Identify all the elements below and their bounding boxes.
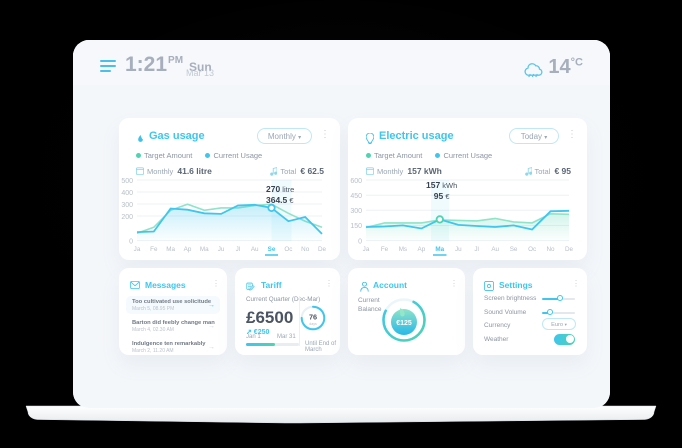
svg-text:Au: Au (251, 246, 259, 253)
svg-text:Ap: Ap (418, 246, 426, 253)
svg-text:Ju: Ju (455, 246, 462, 253)
svg-text:500: 500 (121, 178, 133, 185)
svg-text:450: 450 (350, 193, 362, 200)
svg-text:days: days (309, 322, 317, 326)
svg-text:Au: Au (491, 246, 499, 253)
svg-text:De: De (318, 246, 327, 253)
svg-text:Oc: Oc (528, 246, 536, 253)
svg-text:Se: Se (510, 246, 518, 253)
svg-text:Se: Se (268, 246, 276, 253)
svg-text:Ma: Ma (200, 246, 209, 253)
svg-text:€125: €125 (396, 320, 412, 327)
svg-text:300: 300 (350, 208, 362, 215)
svg-text:Fe: Fe (150, 246, 158, 253)
svg-text:Ja: Ja (363, 246, 370, 253)
svg-text:300: 300 (121, 202, 133, 209)
svg-text:600: 600 (350, 178, 362, 185)
svg-text:150: 150 (350, 223, 362, 230)
svg-text:76: 76 (309, 313, 317, 322)
svg-text:Oc: Oc (284, 246, 292, 253)
svg-text:Ma: Ma (166, 246, 175, 253)
svg-text:0: 0 (358, 239, 362, 246)
svg-text:Ma: Ma (435, 246, 444, 253)
svg-text:400: 400 (121, 190, 133, 197)
svg-text:0: 0 (129, 239, 133, 246)
svg-text:Ms: Ms (399, 246, 407, 253)
svg-text:Ju: Ju (218, 246, 225, 253)
svg-text:No: No (301, 246, 310, 253)
svg-text:No: No (546, 246, 555, 253)
svg-text:Jl: Jl (474, 246, 479, 253)
svg-text:Ap: Ap (184, 246, 192, 253)
svg-text:Fe: Fe (381, 246, 389, 253)
svg-text:Ja: Ja (134, 246, 141, 253)
svg-text:200: 200 (121, 214, 133, 221)
svg-text:Jl: Jl (236, 246, 241, 253)
svg-text:De: De (565, 246, 574, 253)
